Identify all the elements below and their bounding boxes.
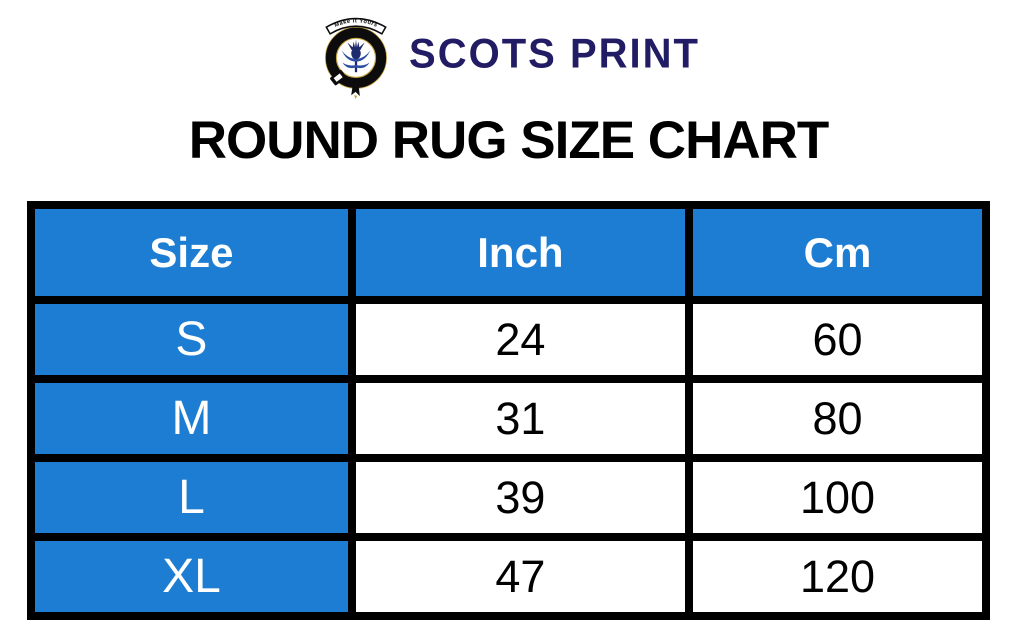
- size-cell: XL: [27, 533, 356, 620]
- inch-cell: 24: [347, 296, 693, 383]
- table-row: S 24 60: [27, 296, 991, 383]
- size-cell: M: [27, 375, 356, 462]
- cm-cell: 80: [684, 375, 991, 462]
- belt-strap-tail-icon: [351, 85, 360, 100]
- cm-cell: 120: [684, 533, 991, 620]
- table-header-row: Size Inch Cm: [27, 201, 991, 304]
- motto-banner: Make It Yours: [325, 17, 387, 35]
- table-row: XL 47 120: [27, 533, 991, 620]
- header-cell-cm: Cm: [684, 201, 991, 304]
- inch-cell: 47: [347, 533, 693, 620]
- cm-cell: 100: [684, 454, 991, 541]
- size-cell: L: [27, 454, 356, 541]
- brand-name: SCOTS PRINT: [409, 30, 700, 78]
- size-chart-container: Size Inch Cm S 24 60 M 31 80 L 3: [27, 201, 991, 620]
- header-cell-inch: Inch: [347, 201, 693, 304]
- cm-cell: 60: [684, 296, 991, 383]
- page-title: ROUND RUG SIZE CHART: [188, 111, 830, 170]
- size-cell: S: [27, 296, 356, 383]
- inch-cell: 31: [347, 375, 693, 462]
- thistle-icon: [341, 39, 371, 73]
- table-row: M 31 80: [27, 375, 991, 462]
- scots-print-logo: Make It Yours: [325, 17, 388, 100]
- inch-cell: 39: [347, 454, 693, 541]
- badge-belt-icon: [325, 26, 388, 89]
- belt-buckle-icon: [330, 70, 347, 86]
- badge-motto-text: Make It Yours: [334, 18, 378, 28]
- svg-text:Make It Yours: Make It Yours: [334, 18, 379, 28]
- size-chart-table: Size Inch Cm S 24 60 M 31 80 L 3: [27, 201, 991, 620]
- header-cell-size: Size: [27, 201, 356, 304]
- table-row: L 39 100: [27, 454, 991, 541]
- brand-header: Make It Yours SCOTS PRINT: [0, 0, 1017, 100]
